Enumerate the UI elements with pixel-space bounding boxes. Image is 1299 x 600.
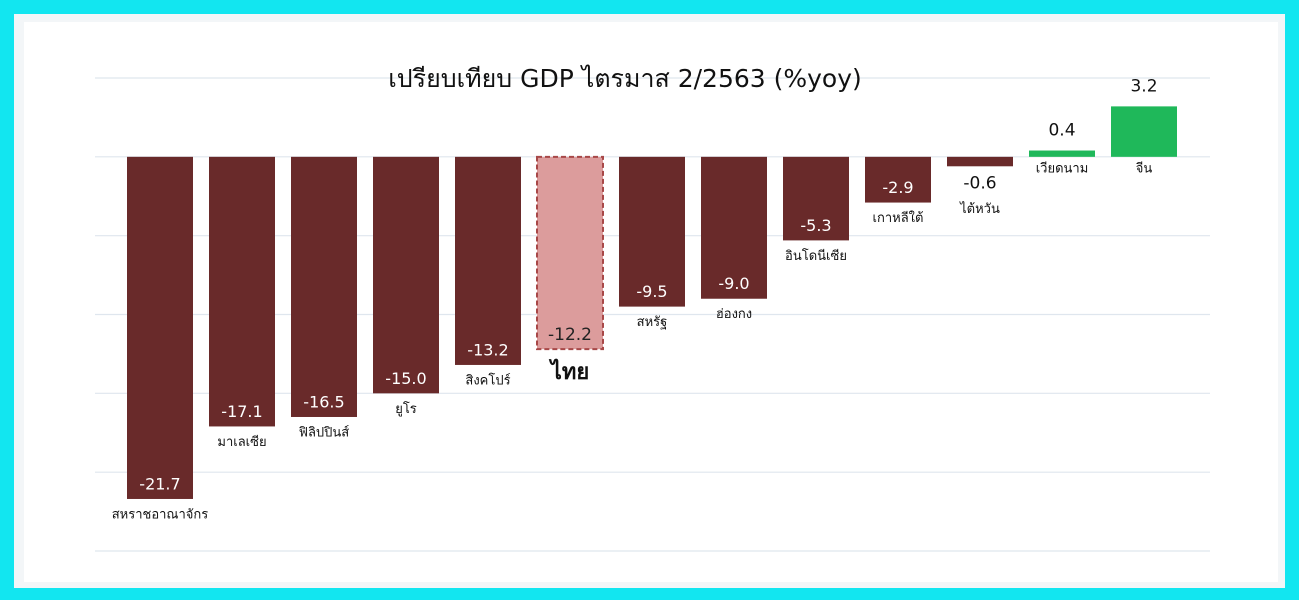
value-label: -21.7 [139, 474, 180, 493]
category-label: เวียดนาม [1036, 160, 1089, 176]
value-label: -13.2 [467, 340, 508, 359]
bar [701, 156, 767, 299]
category-label: สหรัฐ [637, 315, 668, 330]
category-label: ยูโร [395, 401, 417, 417]
bar [209, 156, 275, 427]
value-label: -2.9 [882, 178, 913, 197]
bars: -21.7 สหราชอาณาจักร -17.1 มาเลเซีย -16.5 ฟิลิ… [112, 76, 1177, 522]
category-label: เกาหลีใต้ [873, 210, 924, 226]
category-label: ฟิลิปปินส์ [298, 424, 349, 440]
bar [1111, 106, 1177, 157]
category-label: จีน [1135, 160, 1152, 176]
value-label: 0.4 [1048, 121, 1075, 141]
bar [783, 156, 849, 241]
value-label: -15.0 [385, 369, 426, 388]
bar [373, 156, 439, 394]
category-label: มาเลเซีย [217, 434, 266, 450]
value-label: -16.5 [303, 392, 344, 411]
category-label: อินโดนีเซีย [785, 248, 847, 264]
bar [291, 156, 357, 417]
bar [536, 155, 604, 351]
bar [455, 156, 521, 365]
bar [1029, 150, 1095, 157]
chart-title: เปรียบเทียบ GDP ไตรมาส 2/2563 (%yoy) [388, 64, 862, 93]
category-label: ไต้หวัน [959, 201, 1000, 217]
bar [947, 156, 1013, 167]
bar [619, 156, 685, 307]
value-label: -12.2 [548, 325, 592, 345]
value-label: -5.3 [800, 216, 831, 235]
bar [865, 156, 931, 203]
value-label: -17.1 [221, 402, 262, 421]
value-label: -9.5 [636, 282, 667, 301]
value-label: -9.0 [718, 274, 749, 293]
bar [127, 156, 193, 499]
category-label: ฮ่องกง [716, 307, 752, 322]
category-label: สิงคโปร์ [465, 372, 510, 388]
category-label: สหราชอาณาจักร [112, 507, 209, 522]
category-label: ไทย [549, 358, 589, 385]
value-label: 3.2 [1130, 76, 1157, 96]
value-label: -0.6 [963, 173, 996, 193]
